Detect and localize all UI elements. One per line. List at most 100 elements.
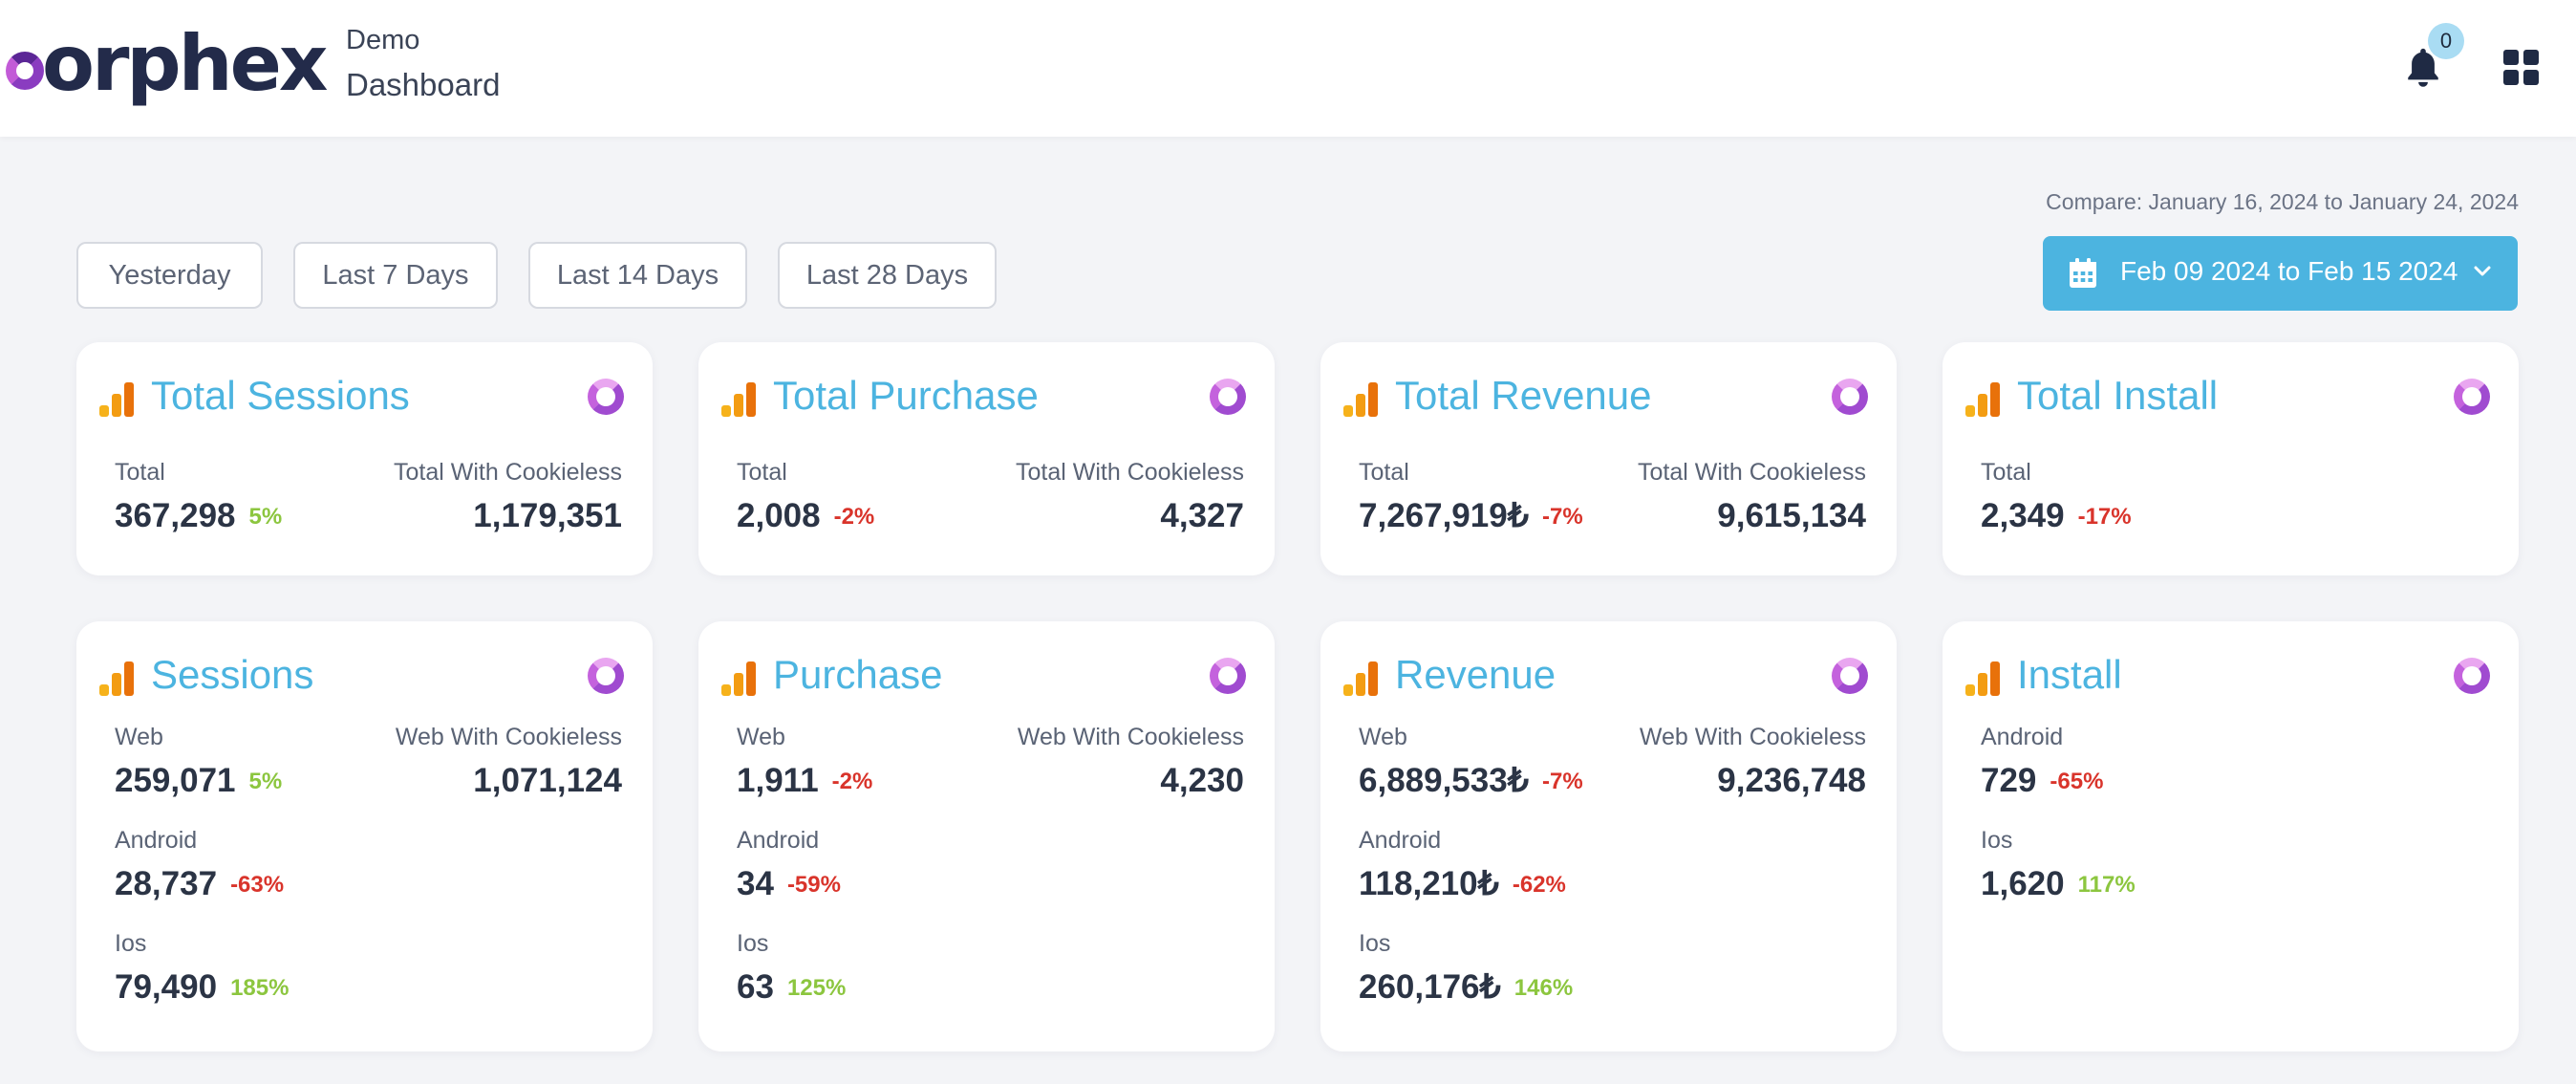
chevron-down-icon [2474,266,2491,276]
metric-value: 4,230 [1160,762,1244,799]
change-badge: 146% [1513,975,1574,1001]
card-title: Total Revenue [1395,373,1652,418]
metric-value: 63 125% [737,968,847,1006]
orphex-ring-icon [588,379,624,415]
logo-ring-icon [6,52,44,90]
analytics-icon [99,661,134,696]
metric-value: 1,071,124 [473,762,622,799]
metric-value: 79,490 185% [115,968,290,1006]
orphex-ring-icon [1210,658,1246,694]
filter-last-14-days-button[interactable]: Last 14 Days [528,242,747,309]
change-badge: -7% [1541,769,1583,794]
metric-value: 367,298 5% [115,497,283,534]
card-title: Install [2017,652,2122,697]
metric-label: Total With Cookieless [1638,459,1866,486]
card-revenue: Revenue Web 6,889,533₺ -7% Web With Cooki… [1320,621,1897,1051]
metric-label: Total With Cookieless [394,459,622,486]
metric-value: 1,620 117% [1981,865,2136,902]
metric-label: Web With Cookieless [395,724,622,750]
metric-value: 34 -59% [737,865,841,902]
metric-value: 9,615,134 [1717,497,1866,534]
metric-value: 260,176₺ 146% [1359,968,1574,1006]
metric-label: Web With Cookieless [1017,724,1244,750]
analytics-icon [1965,382,2000,417]
metric-label: Android [1359,827,1442,854]
analytics-icon [1343,661,1378,696]
metric-label: Total [115,459,165,486]
card-title: Total Purchase [773,373,1039,418]
bell-icon[interactable] [2403,46,2443,90]
change-badge: -2% [833,504,875,530]
card-total-install: Total Install Total 2,349 -17% [1943,342,2519,575]
date-range-picker[interactable]: Feb 09 2024 to Feb 15 2024 [2043,236,2518,311]
breadcrumb-parent[interactable]: Demo [346,25,420,55]
orphex-logo[interactable]: orphex [6,19,328,108]
metric-label: Total With Cookieless [1016,459,1244,486]
analytics-icon [721,661,756,696]
metric-label: Ios [1981,827,2013,854]
card-title: Purchase [773,652,943,697]
change-badge: 185% [230,975,290,1001]
orphex-ring-icon [2454,658,2490,694]
metric-value: 7,267,919₺ -7% [1359,497,1583,534]
change-badge: -7% [1541,504,1583,530]
filter-last-28-days-button[interactable]: Last 28 Days [778,242,997,309]
orphex-ring-icon [1832,379,1868,415]
metric-value: 118,210₺ -62% [1359,865,1566,902]
analytics-icon [99,382,134,417]
change-badge: 125% [786,975,847,1001]
orphex-ring-icon [2454,379,2490,415]
notification-badge: 0 [2428,23,2464,59]
card-total-sessions: Total Sessions Total 367,298 5% Total Wit… [76,342,653,575]
apps-grid-icon[interactable] [2503,50,2540,86]
metric-label: Web [1359,724,1407,750]
metric-value: 1,179,351 [473,497,622,534]
change-badge: -17% [2077,504,2132,530]
metric-label: Total [737,459,787,486]
metric-label: Web [737,724,785,750]
metric-value: 9,236,748 [1717,762,1866,799]
metric-label: Total [1981,459,2031,486]
metric-label: Android [1981,724,2064,750]
metric-label: Ios [737,930,769,957]
metric-label: Total [1359,459,1409,486]
compare-range-text: Compare: January 16, 2024 to January 24,… [2046,189,2519,214]
top-header: orphex Demo Dashboard 0 [0,0,2576,137]
metric-label: Web [115,724,163,750]
card-install: Install Android 729 -65% Ios 1,620 117% [1943,621,2519,1051]
metric-value: 259,071 5% [115,762,283,799]
metric-value: 1,911 -2% [737,762,873,799]
metric-label: Android [737,827,820,854]
orphex-ring-icon [1210,379,1246,415]
metric-value: 2,349 -17% [1981,497,2132,534]
filter-last-7-days-button[interactable]: Last 7 Days [293,242,498,309]
card-sessions: Sessions Web 259,071 5% Web With Cookiele… [76,621,653,1051]
metric-value: 2,008 -2% [737,497,875,534]
metric-value: 729 -65% [1981,762,2104,799]
card-total-purchase: Total Purchase Total 2,008 -2% Total With… [698,342,1275,575]
filter-yesterday-button[interactable]: Yesterday [76,242,263,309]
analytics-icon [721,382,756,417]
metric-label: Ios [1359,930,1391,957]
change-badge: 5% [248,769,283,794]
card-title: Total Install [2017,373,2219,418]
card-purchase: Purchase Web 1,911 -2% Web With Cookieles… [698,621,1275,1051]
logo-text: orphex [42,19,328,108]
analytics-icon [1965,661,2000,696]
metric-label: Web With Cookieless [1639,724,1866,750]
orphex-ring-icon [1832,658,1868,694]
change-badge: -2% [831,769,873,794]
card-total-revenue: Total Revenue Total 7,267,919₺ -7% Total … [1320,342,1897,575]
date-range-label: Feb 09 2024 to Feb 15 2024 [2120,256,2458,286]
orphex-ring-icon [588,658,624,694]
metric-value: 6,889,533₺ -7% [1359,762,1583,799]
page-title: Dashboard [346,67,501,102]
change-badge: -65% [2050,769,2104,794]
change-badge: 117% [2077,872,2136,898]
metric-label: Android [115,827,198,854]
card-title: Total Sessions [151,373,410,418]
card-title: Sessions [151,652,314,697]
change-badge: -62% [1512,872,1566,898]
change-badge: -59% [786,872,841,898]
card-title: Revenue [1395,652,1556,697]
